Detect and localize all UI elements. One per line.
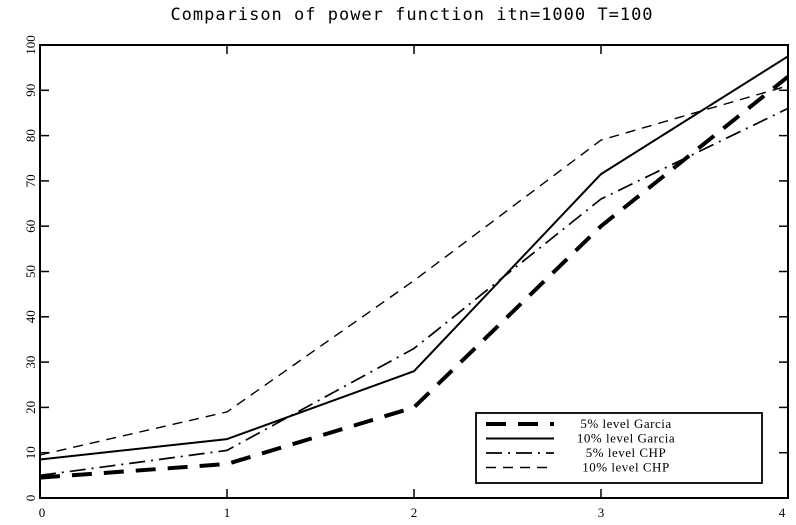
series-line-dash — [39, 85, 789, 456]
y-tick-label: 30 — [23, 356, 38, 369]
series-line-dash-dot — [39, 107, 789, 477]
y-tick-label: 40 — [23, 310, 38, 323]
y-tick-label: 10 — [23, 446, 38, 459]
series-line-heavy-dash — [39, 75, 790, 480]
x-tick-label: 3 — [598, 505, 605, 520]
axes: 0 10 20 30 40 50 60 70 80 90 100 0 1 2 3 4 — [23, 35, 789, 520]
y-tick-label: 90 — [23, 84, 38, 97]
series-line-solid — [39, 55, 789, 461]
x-tick-label: 1 — [224, 505, 231, 520]
legend-label: 5% level CHP — [586, 445, 666, 460]
y-tick-label: 0 — [23, 495, 38, 502]
y-tick-label: 60 — [23, 220, 38, 233]
y-tick-label: 20 — [23, 401, 38, 414]
x-tick-label: 0 — [39, 505, 46, 520]
x-tick-label: 4 — [779, 505, 786, 520]
chart-title: Comparison of power function itn=1000 T=… — [170, 5, 653, 25]
y-tick-label: 70 — [23, 174, 38, 187]
y-tick-label: 50 — [23, 265, 38, 278]
legend-label: 10% level Garcia — [577, 431, 675, 446]
legend-label: 5% level Garcia — [580, 416, 671, 431]
y-tick-label: 80 — [23, 129, 38, 142]
y-tick-label: 100 — [23, 35, 38, 55]
series-layer — [39, 55, 790, 480]
legend-label: 10% level CHP — [582, 460, 669, 475]
x-tick-label: 2 — [411, 505, 418, 520]
